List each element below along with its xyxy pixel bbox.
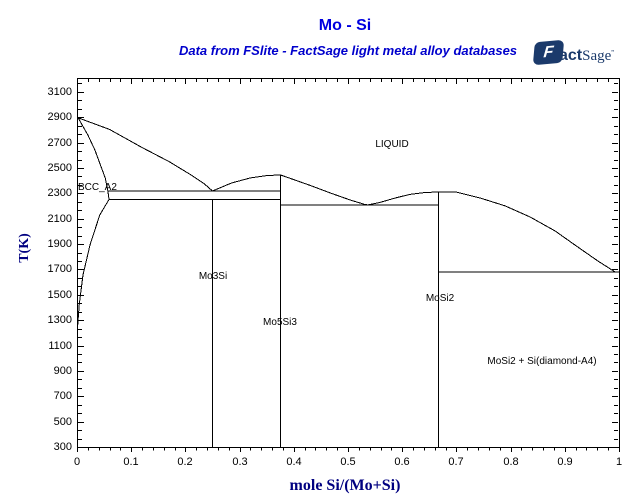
phase-label-liquid: LIQUID (375, 139, 409, 150)
liquidus-eutectic1-to-mo5si3-max (212, 174, 281, 192)
y-tick-label: 2100 (47, 213, 72, 225)
y-tick-label: 1700 (47, 263, 72, 275)
y-tick-label: 1100 (48, 340, 72, 352)
liquidus-mosi2-to-si-eutectic (455, 191, 616, 273)
x-tick-label: 0.8 (503, 456, 519, 468)
y-tick-label: 500 (53, 416, 72, 428)
bcc-solvus (77, 199, 110, 328)
chart-title: Mo - Si (318, 17, 372, 34)
logo-trademark: ” (611, 49, 614, 58)
liquidus-mo5si3-max-to-eutectic2 (280, 174, 369, 206)
phase-label-mosi2-plus-si: MoSi2 + Si(diamond-A4) (487, 356, 597, 367)
logo-text-sage: Sage (582, 48, 612, 64)
phase-label-mo5si3: Mo5Si3 (263, 317, 297, 328)
x-axis-title: mole Si/(Mo+Si) (289, 477, 401, 494)
factsage-logo: F act Sage ” (532, 37, 614, 66)
y-tick-label: 2500 (47, 162, 72, 174)
phase-label-mosi2: MoSi2 (425, 293, 455, 304)
bcc-solidus (77, 117, 109, 192)
x-tick-label: 0.1 (123, 456, 139, 468)
x-tick-label: 0.5 (340, 456, 356, 468)
x-tick-label: 0.6 (394, 456, 410, 468)
logo-text-fact: act (559, 47, 583, 64)
x-tick-label: 0.4 (286, 456, 302, 468)
bcc-boundary-between-invariants (107, 190, 110, 200)
y-tick-label: 300 (53, 441, 72, 453)
y-tick-label: 2700 (47, 137, 72, 149)
liquidus-eutectic2-to-mosi2-max (367, 191, 456, 206)
y-tick-label: 900 (53, 365, 72, 377)
y-tick-label: 3100 (47, 86, 72, 98)
y-tick-label: 2300 (47, 187, 72, 199)
y-tick-label: 1300 (47, 314, 72, 326)
x-tick-label: 0.2 (177, 456, 193, 468)
x-tick-label: 0.3 (232, 456, 248, 468)
x-tick-label: 1 (615, 456, 623, 468)
y-tick-label: 1900 (47, 238, 72, 250)
chart-subtitle: Data from FSlite - FactSage light metal … (178, 43, 518, 58)
x-tick-label: 0.7 (448, 456, 464, 468)
y-tick-label: 2900 (47, 111, 72, 123)
y-tick-label: 700 (53, 390, 72, 402)
y-tick-label: 1500 (47, 289, 72, 301)
x-tick-label: 0.9 (557, 456, 573, 468)
phase-label-mo3si: Mo3Si (198, 271, 228, 282)
x-tick-label: 0 (73, 456, 81, 468)
phase-label-bcc-a2: BCC_A2 (78, 182, 117, 193)
y-axis-title: T(K) (17, 233, 32, 263)
liquidus-mo-to-eutectic1 (77, 117, 213, 192)
